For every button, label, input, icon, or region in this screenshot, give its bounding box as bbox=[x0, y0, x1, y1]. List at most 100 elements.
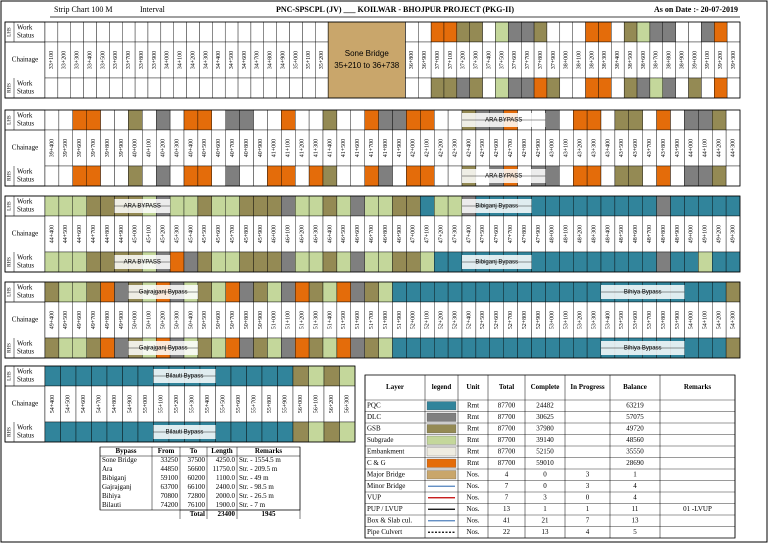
rhs-cell bbox=[712, 251, 727, 273]
rhs-cell bbox=[302, 77, 316, 99]
lhs-cell bbox=[225, 109, 240, 131]
chainage: 47+900 bbox=[536, 225, 542, 243]
layer-cell: 87700 bbox=[498, 413, 516, 421]
rhs-cell bbox=[586, 251, 602, 273]
layer-cell: 41 bbox=[503, 516, 511, 524]
layer-cell: 37980 bbox=[536, 424, 554, 432]
chainage: 44+000 bbox=[689, 139, 695, 157]
layer-cell: 7 bbox=[586, 516, 590, 524]
lhs-cell bbox=[253, 195, 268, 217]
layer-cell: Rmt bbox=[467, 436, 479, 444]
chainage: 56+100 bbox=[314, 395, 320, 413]
chainage: 42+500 bbox=[480, 139, 486, 157]
layer-cell: Nos. bbox=[466, 505, 479, 513]
rhs-cell bbox=[628, 165, 643, 187]
lhs-cell bbox=[600, 195, 616, 217]
rhs-cell bbox=[670, 251, 685, 273]
rhs-cell bbox=[662, 77, 676, 99]
bypass-note: Bilauti Bypass bbox=[166, 374, 204, 380]
lhs-cell bbox=[482, 21, 496, 43]
lhs-cell bbox=[106, 365, 123, 387]
rhs-cell bbox=[100, 165, 115, 187]
lhs-cell bbox=[281, 109, 296, 131]
bypass-header: To bbox=[190, 447, 198, 455]
chainage: 49+300 bbox=[730, 225, 736, 243]
chainage: 48+300 bbox=[591, 225, 597, 243]
chainage: 54+000 bbox=[689, 311, 695, 329]
chainage: 43+200 bbox=[578, 139, 584, 157]
chainage: 43+800 bbox=[661, 139, 667, 157]
bypass-total-label: Total bbox=[190, 510, 205, 518]
lhs-cell bbox=[546, 21, 561, 43]
chainage: 52+000 bbox=[411, 311, 417, 329]
legend-swatch bbox=[426, 435, 457, 445]
chainage: 51+600 bbox=[355, 311, 361, 329]
lhs-cell bbox=[96, 21, 110, 43]
chainage: 54+800 bbox=[112, 395, 118, 413]
layer-cell: GSB bbox=[367, 424, 381, 432]
rhs-cell bbox=[114, 165, 129, 187]
chainage: 38+700 bbox=[654, 51, 660, 69]
chainage: 49+900 bbox=[119, 311, 125, 329]
lhs-cell bbox=[276, 21, 290, 43]
lhs-cell bbox=[469, 21, 483, 43]
chainage: 54+600 bbox=[81, 395, 87, 413]
chainage: 44+600 bbox=[77, 225, 83, 243]
bypass-cell: 74200 bbox=[161, 501, 179, 509]
layer-header: Remarks bbox=[684, 383, 711, 391]
chainage: 50+500 bbox=[202, 311, 208, 329]
bypass-header: Remarks bbox=[255, 447, 282, 455]
lhs-cell bbox=[239, 109, 254, 131]
chainage: 42+000 bbox=[411, 139, 417, 157]
bypass-total-remarks: 1945 bbox=[262, 510, 277, 518]
lhs-cell bbox=[495, 21, 509, 43]
rhs-cell bbox=[420, 251, 435, 273]
rhs-cell bbox=[336, 165, 351, 187]
chainage-label: Chainage bbox=[12, 144, 38, 152]
legend-swatch bbox=[426, 458, 457, 468]
lhs-cell bbox=[308, 109, 324, 131]
chainage: 41+300 bbox=[313, 139, 319, 157]
chainage: 46+000 bbox=[272, 225, 278, 243]
layer-cell: 7 bbox=[505, 493, 509, 501]
chainage: 52+100 bbox=[425, 311, 431, 329]
lhs-cell bbox=[267, 195, 282, 217]
side-label: RHS bbox=[8, 343, 13, 353]
status-label: Status bbox=[17, 376, 34, 384]
legend-swatch bbox=[426, 412, 457, 422]
rhs-cell bbox=[406, 165, 421, 187]
rhs-cell bbox=[44, 337, 60, 359]
bridge-span: 35+210 to 36+738 bbox=[334, 61, 400, 70]
lhs-cell bbox=[336, 281, 351, 303]
bridge-name: Sone Bridge bbox=[345, 49, 390, 58]
lhs-cell bbox=[60, 365, 77, 387]
chainage: 48+600 bbox=[633, 225, 639, 243]
chainage: 55+600 bbox=[236, 395, 242, 413]
rhs-cell bbox=[211, 165, 226, 187]
chainage: 46+200 bbox=[300, 225, 306, 243]
rhs-cell bbox=[253, 165, 268, 187]
rhs-cell bbox=[197, 251, 212, 273]
chainage: 43+500 bbox=[619, 139, 625, 157]
rhs-cell bbox=[573, 165, 588, 187]
rhs-cell bbox=[169, 251, 185, 273]
rhs-cell bbox=[44, 165, 60, 187]
rhs-cell bbox=[109, 77, 123, 99]
layer-cell: 24482 bbox=[536, 401, 554, 409]
chainage: 47+700 bbox=[508, 225, 514, 243]
chainage: 41+600 bbox=[355, 139, 361, 157]
lhs-cell bbox=[44, 109, 60, 131]
rhs-cell bbox=[86, 165, 101, 187]
rhs-cell bbox=[698, 337, 713, 359]
lhs-cell bbox=[173, 21, 187, 43]
rhs-cell bbox=[600, 251, 616, 273]
lhs-cell bbox=[600, 109, 616, 131]
rhs-cell bbox=[225, 337, 240, 359]
rhs-cell bbox=[418, 77, 432, 99]
chainage: 34+800 bbox=[268, 51, 274, 69]
label-column bbox=[4, 281, 46, 359]
chainage: 34+600 bbox=[242, 51, 248, 69]
rhs-cell bbox=[447, 337, 463, 359]
chainage: 55+500 bbox=[221, 395, 227, 413]
chainage: 47+200 bbox=[439, 225, 445, 243]
